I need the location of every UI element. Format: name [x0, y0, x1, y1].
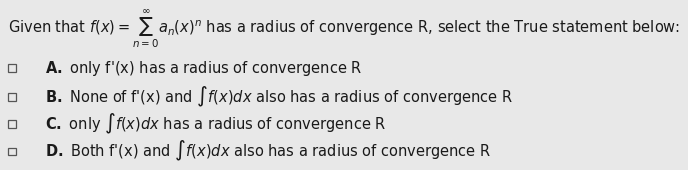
Bar — [8, 148, 16, 155]
Text: Given that $f(x) = \sum_{n=0}^{\infty}a_n(x)^n$ has a radius of convergence R, s: Given that $f(x) = \sum_{n=0}^{\infty}a_… — [8, 8, 680, 50]
Text: $\mathbf{D.}$ Both f'(x) and $\int f(x)dx$ also has a radius of convergence R: $\mathbf{D.}$ Both f'(x) and $\int f(x)d… — [45, 139, 491, 163]
Text: $\mathbf{A.}$ only f'(x) has a radius of convergence R: $\mathbf{A.}$ only f'(x) has a radius of… — [45, 58, 362, 78]
Text: $\mathbf{B.}$ None of f'(x) and $\int f(x)dx$ also has a radius of convergence R: $\mathbf{B.}$ None of f'(x) and $\int f(… — [45, 85, 513, 109]
Bar — [8, 120, 16, 128]
Bar — [8, 64, 16, 72]
Bar — [8, 93, 16, 101]
Text: $\mathbf{C.}$ only $\int f(x)dx$ has a radius of convergence R: $\mathbf{C.}$ only $\int f(x)dx$ has a r… — [45, 112, 386, 136]
